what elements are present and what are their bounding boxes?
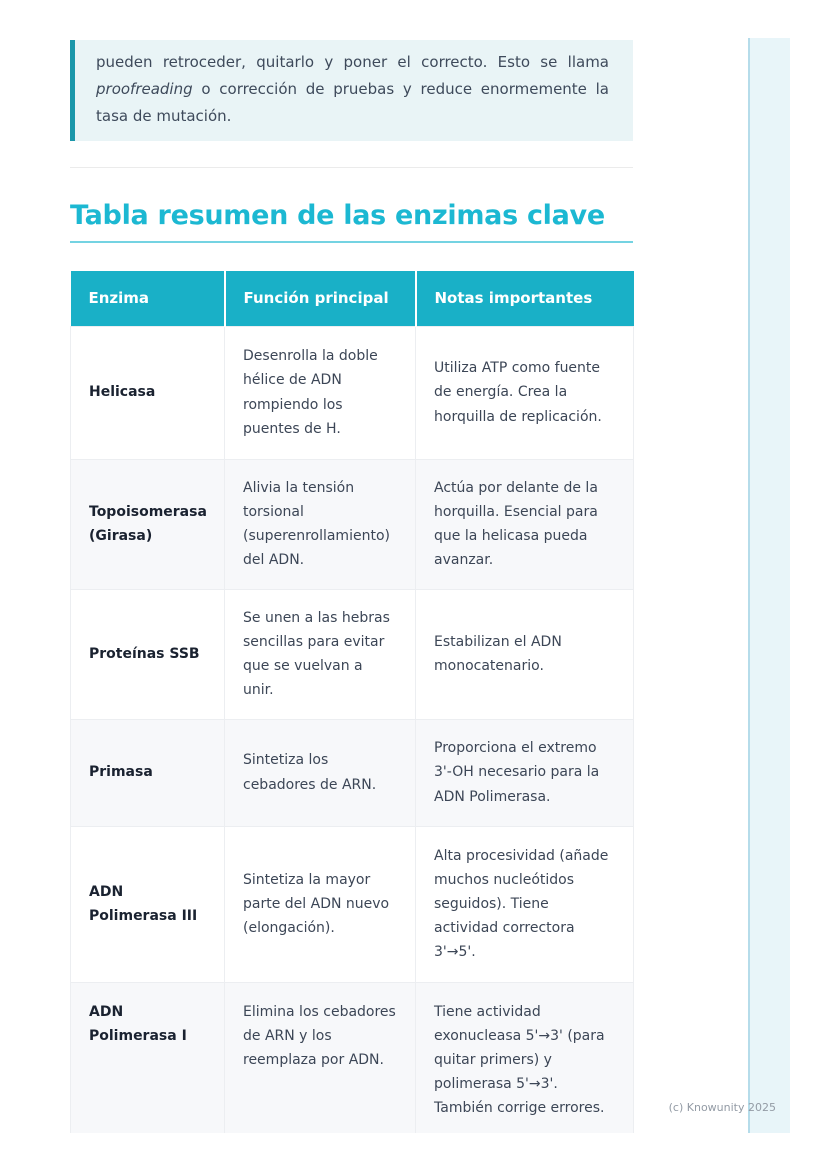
function-cell: Sintetiza los cebadores de ARN. bbox=[224, 718, 416, 827]
table-row-helicasa: Helicasa Desenrolla la doble hélice de A… bbox=[70, 325, 634, 460]
enzymes-table: Enzima Función principal Notas important… bbox=[70, 271, 634, 1133]
watermark: (c) Knowunity 2025 bbox=[668, 1101, 776, 1114]
table-row-adn-polimerasa-i: ADN Polimerasa I Elimina los cebadores d… bbox=[70, 981, 634, 1133]
callout-text: pueden retroceder, quitarlo y poner el c… bbox=[96, 49, 609, 130]
table-row-adn-polimerasa-iii: ADN Polimerasa III Sintetiza la mayor pa… bbox=[70, 825, 634, 983]
notes-cell: Utiliza ATP como fuente de energía. Crea… bbox=[415, 325, 634, 460]
next-page-edge-strip bbox=[748, 38, 790, 1133]
function-cell: Alivia la tensión torsional (superenroll… bbox=[224, 458, 416, 590]
column-header-funcion: Función principal bbox=[223, 271, 416, 326]
function-cell: Elimina los cebadores de ARN y los reemp… bbox=[224, 981, 416, 1133]
notes-cell: Proporciona el extremo 3'-OH necesario p… bbox=[415, 718, 634, 827]
function-cell: Desenrolla la doble hélice de ADN rompie… bbox=[224, 325, 416, 460]
table-row-topoisomerasa: Topoisomerasa (Girasa) Alivia la tensión… bbox=[70, 458, 634, 590]
callout-text-post: o corrección de pruebas y reduce enormem… bbox=[96, 80, 609, 125]
enzyme-name-cell: Topoisomerasa (Girasa) bbox=[70, 458, 225, 590]
callout-text-pre: pueden retroceder, quitarlo y poner el c… bbox=[96, 53, 609, 71]
enzyme-name-cell: ADN Polimerasa III bbox=[70, 825, 225, 983]
function-cell: Sintetiza la mayor parte del ADN nuevo (… bbox=[224, 825, 416, 983]
notes-cell: Actúa por delante de la horquilla. Esenc… bbox=[415, 458, 634, 590]
function-cell: Se unen a las hebras sencillas para evit… bbox=[224, 588, 416, 720]
notes-cell: Alta procesividad (añade muchos nucleóti… bbox=[415, 825, 634, 983]
column-header-notas: Notas importantes bbox=[414, 271, 634, 326]
table-row-proteinas-ssb: Proteínas SSB Se unen a las hebras senci… bbox=[70, 588, 634, 720]
table-header-row: Enzima Función principal Notas important… bbox=[70, 271, 634, 326]
proofreading-callout: pueden retroceder, quitarlo y poner el c… bbox=[70, 40, 633, 141]
title-underline bbox=[70, 241, 633, 243]
notes-cell: Tiene actividad exonucleasa 5'→3' (para … bbox=[415, 981, 634, 1133]
page-content: pueden retroceder, quitarlo y poner el c… bbox=[70, 40, 634, 1133]
enzyme-name-cell: ADN Polimerasa I bbox=[70, 981, 225, 1133]
section-title: Tabla resumen de las enzimas clave bbox=[70, 200, 605, 231]
document-page: pueden retroceder, quitarlo y poner el c… bbox=[70, 38, 790, 1133]
enzyme-name-cell: Primasa bbox=[70, 718, 225, 827]
notes-cell: Estabilizan el ADN monocatenario. bbox=[415, 588, 634, 720]
callout-text-italic: proofreading bbox=[96, 80, 193, 98]
column-header-enzima: Enzima bbox=[70, 271, 225, 326]
section-divider bbox=[70, 167, 633, 168]
enzyme-name-cell: Helicasa bbox=[70, 325, 225, 460]
table-row-primasa: Primasa Sintetiza los cebadores de ARN. … bbox=[70, 718, 634, 827]
enzyme-name-cell: Proteínas SSB bbox=[70, 588, 225, 720]
